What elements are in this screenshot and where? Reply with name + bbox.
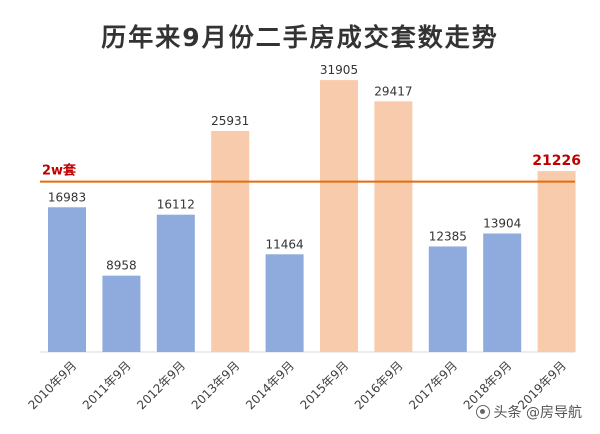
x-tick-label: 2014年9月 — [243, 358, 297, 412]
bar — [374, 101, 413, 352]
bar — [102, 275, 141, 352]
data-label: 8958 — [106, 259, 137, 273]
data-label: 13904 — [483, 217, 521, 231]
data-label: 16983 — [48, 190, 86, 204]
data-label: 25931 — [211, 114, 249, 128]
reference-line-label: 2w套 — [42, 163, 77, 179]
x-tick-label: 2015年9月 — [297, 358, 351, 412]
data-label: 31905 — [320, 63, 358, 77]
data-label: 12385 — [429, 229, 467, 243]
data-label: 29417 — [374, 84, 412, 98]
data-label: 21226 — [532, 153, 581, 169]
bar — [537, 171, 576, 352]
x-tick-label: 2016年9月 — [352, 358, 406, 412]
x-tick-label: 2012年9月 — [134, 358, 188, 412]
bar — [265, 254, 304, 352]
watermark: 头条 @房导航 — [475, 402, 582, 422]
data-label: 16112 — [157, 198, 195, 212]
chart-title: 历年来9月份二手房成交套数走势 — [101, 23, 499, 52]
data-label: 11464 — [266, 237, 304, 251]
x-tick-label: 2017年9月 — [406, 358, 460, 412]
camera-icon — [475, 405, 490, 419]
bar — [320, 80, 358, 352]
x-tick-label: 2011年9月 — [80, 358, 134, 412]
bar — [483, 233, 522, 352]
bar — [428, 246, 467, 352]
bar — [156, 214, 195, 352]
bar — [48, 207, 86, 352]
x-tick-label: 2013年9月 — [189, 358, 243, 412]
x-tick-label: 2010年9月 — [25, 358, 79, 412]
bar — [211, 131, 250, 352]
watermark-text: 头条 @房导航 — [493, 405, 582, 421]
